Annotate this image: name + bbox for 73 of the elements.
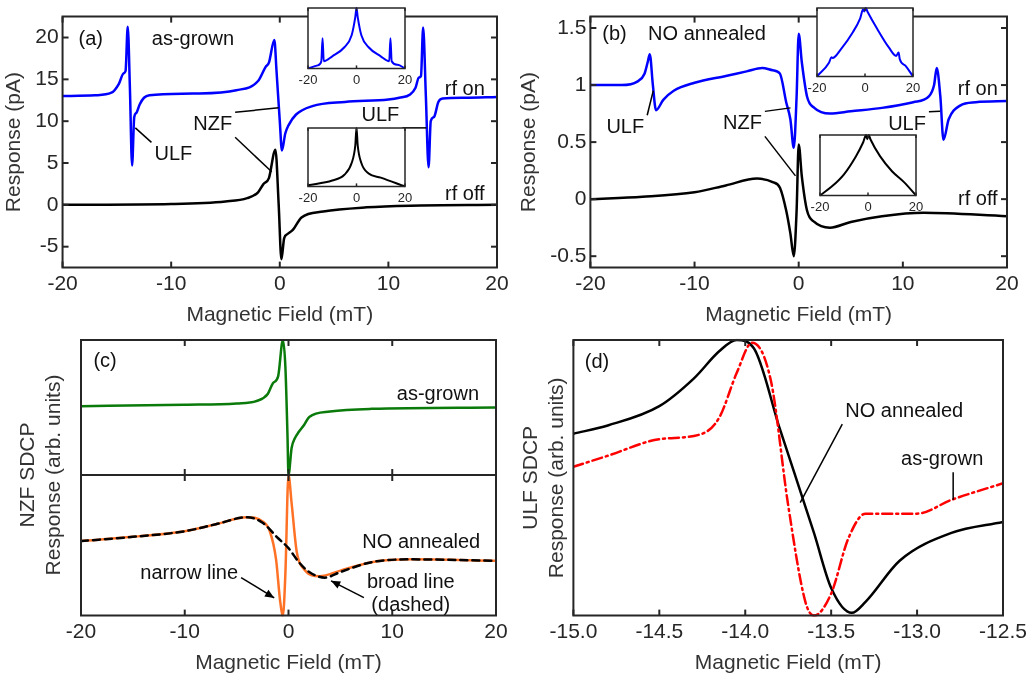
annotation: as-grown: [151, 26, 235, 49]
annotation: NO annealed: [648, 21, 766, 44]
x-tick-label: -12.5: [979, 619, 1027, 642]
x-tick-label: 20: [397, 71, 413, 87]
y-axis-title: NZF SDCP Response (arb. units): [14, 373, 65, 578]
annotation: ULF: [361, 103, 400, 126]
annotation: ULF: [606, 115, 645, 138]
x-tick-label: 10: [891, 271, 915, 294]
annotation: as-grown: [901, 447, 984, 470]
y-tick-label: 10: [35, 107, 59, 131]
x-tick-label: 0: [792, 271, 805, 294]
x-axis-title: Magnetic Field (mT): [186, 302, 374, 326]
x-axis-title: Magnetic Field (mT): [195, 650, 382, 674]
y-tick-label: -0.5: [550, 242, 587, 266]
annotation: (a): [78, 26, 104, 49]
x-tick-label: -10: [169, 619, 200, 642]
series-label: rf off: [445, 182, 486, 205]
x-tick-label: -20: [810, 198, 830, 214]
y-tick-label: 1.5: [557, 14, 587, 38]
series-label: rf off: [958, 187, 999, 210]
x-tick-label: -14.5: [635, 619, 684, 642]
annotation: narrow line: [140, 561, 239, 584]
y-axis-title: ULF SDCP Response (arb. units): [518, 377, 567, 579]
x-tick-label: 20: [485, 271, 509, 294]
y-axis-title: Response (pA): [1, 72, 25, 213]
x-tick-label: 0: [861, 79, 869, 95]
y-tick-label: 20: [35, 24, 59, 48]
x-tick-label: 20: [908, 198, 924, 214]
x-tick-label: -20: [575, 271, 606, 294]
x-tick-label: 20: [397, 189, 413, 205]
x-tick-label: 20: [484, 619, 508, 642]
x-tick-label: -13.0: [893, 619, 942, 642]
series-label: as-grown: [396, 381, 480, 404]
x-tick-label: 10: [376, 271, 401, 294]
x-tick-label: 20: [995, 271, 1019, 294]
annotation: (d): [584, 349, 610, 372]
y-axis-title: Response (pA): [516, 72, 540, 213]
x-tick-label: 0: [273, 271, 286, 294]
y-tick-label: 5: [46, 149, 59, 173]
x-tick-label: -10: [155, 271, 187, 294]
x-axis-title: Magnetic Field (mT): [694, 650, 882, 674]
series-label: NO annealed: [362, 530, 481, 552]
annotation: (b): [602, 21, 627, 44]
x-tick-label: -13.5: [807, 619, 856, 642]
annotation: NZF: [193, 112, 233, 135]
x-tick-label: -14.0: [721, 619, 770, 642]
x-tick-label: -20: [47, 271, 78, 294]
x-tick-label: 10: [380, 619, 404, 642]
x-tick-label: -20: [65, 619, 97, 642]
x-tick-label: 0: [282, 619, 295, 642]
y-tick-label: 15: [35, 66, 59, 90]
x-tick-label: 0: [864, 198, 872, 214]
x-tick-label: 0: [352, 71, 361, 87]
series-label: rf on: [957, 76, 998, 99]
annotation: (c): [93, 349, 117, 372]
annotation: ULF: [154, 142, 193, 165]
series-label: rf on: [444, 76, 485, 99]
x-tick-label: -20: [298, 71, 318, 87]
y-tick-label: 1: [574, 71, 587, 95]
y-tick-label: -5: [39, 233, 59, 257]
x-axis-title: Magnetic Field (mT): [705, 302, 893, 326]
x-tick-label: -20: [807, 79, 827, 95]
annotation: NO annealed: [845, 399, 964, 422]
annotation: broad line (dashed): [366, 569, 455, 615]
x-tick-label: 20: [905, 79, 921, 95]
line-series: [62, 25, 497, 169]
x-tick-label: -10: [679, 271, 710, 294]
annotation: ULF: [888, 111, 926, 134]
y-tick-label: 0.5: [557, 128, 587, 152]
x-tick-label: -15.0: [549, 619, 598, 642]
x-tick-label: 0: [352, 189, 361, 205]
x-tick-label: -20: [298, 189, 318, 205]
annotation: NZF: [723, 111, 762, 134]
